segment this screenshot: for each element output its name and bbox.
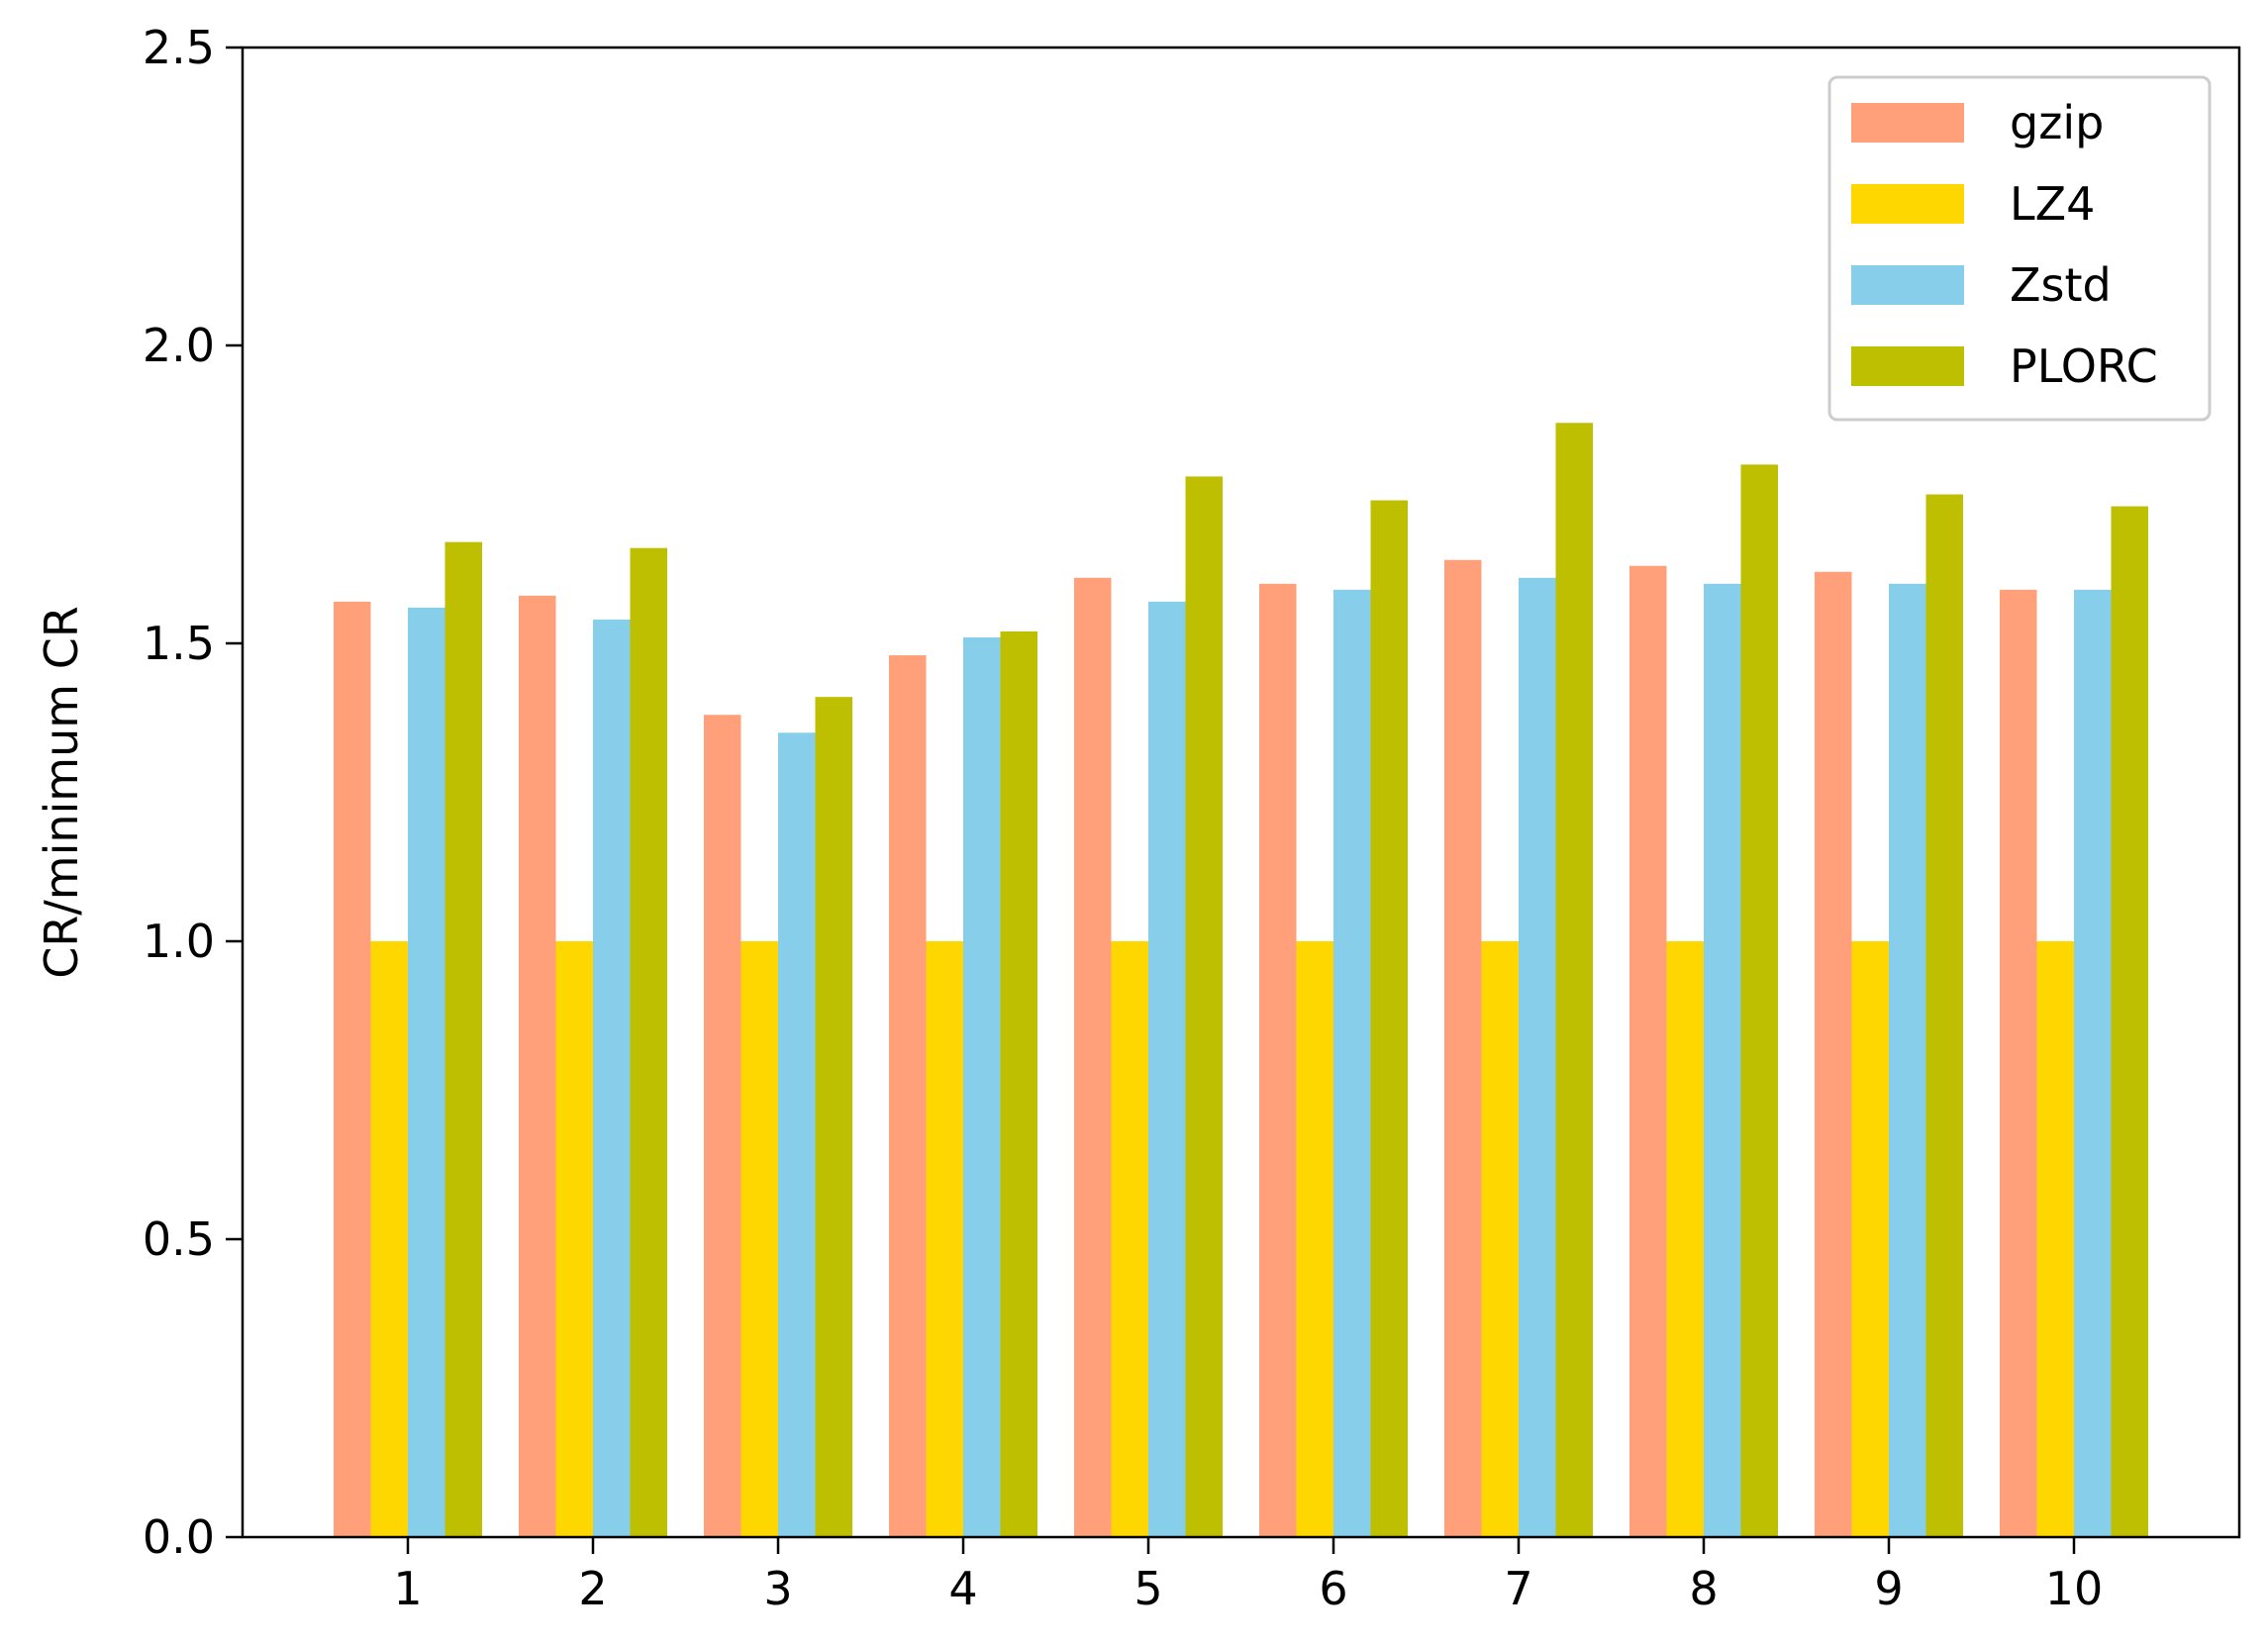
bar-plorc-4 xyxy=(1000,630,1037,1537)
bar-plorc-10 xyxy=(2111,506,2148,1537)
y-tick-label: 1.0 xyxy=(143,915,215,968)
bar-gzip-5 xyxy=(1074,577,1112,1537)
x-tick-label: 6 xyxy=(1319,1562,1347,1615)
bar-gzip-7 xyxy=(1444,559,1482,1537)
bar-gzip-6 xyxy=(1259,583,1297,1537)
y-axis: 0.0 0.5 1.0 1.5 2.0 2.5 xyxy=(143,21,243,1564)
bar-lz4-5 xyxy=(1111,941,1148,1537)
x-tick-label: 1 xyxy=(393,1562,422,1615)
legend-swatch-zstd xyxy=(1851,265,1964,305)
legend-frame xyxy=(1827,75,2212,422)
bar-plorc-3 xyxy=(815,697,852,1537)
legend-label-zstd: Zstd xyxy=(2010,258,2112,312)
x-tick-label: 4 xyxy=(948,1562,977,1615)
bar-lz4-3 xyxy=(740,941,778,1537)
bar-zstd-8 xyxy=(1704,583,1741,1537)
bar-lz4-4 xyxy=(926,941,963,1537)
bar-plorc-5 xyxy=(1185,476,1223,1538)
y-tick-label: 0.0 xyxy=(143,1510,215,1564)
bar-lz4-8 xyxy=(1666,941,1704,1537)
bar-lz4-2 xyxy=(555,941,593,1537)
bar-zstd-10 xyxy=(2074,589,2112,1537)
x-axis: 1 2 3 4 5 6 7 8 9 10 xyxy=(393,1537,2103,1615)
bar-plorc-9 xyxy=(1925,494,1963,1537)
legend: gzip LZ4 Zstd PLORC xyxy=(1827,75,2212,422)
bar-plorc-8 xyxy=(1740,464,1778,1537)
y-tick-label: 1.5 xyxy=(143,617,215,670)
bar-lz4-9 xyxy=(1851,941,1889,1537)
bar-gzip-8 xyxy=(1629,565,1667,1537)
legend-swatch-gzip xyxy=(1851,103,1964,143)
x-tick-label: 5 xyxy=(1134,1562,1162,1615)
legend-label-gzip: gzip xyxy=(2010,96,2104,149)
bars-layer xyxy=(334,423,2148,1538)
legend-swatch-plorc xyxy=(1851,346,1964,386)
x-tick-label: 9 xyxy=(1874,1562,1903,1615)
bar-lz4-10 xyxy=(2036,941,2074,1537)
bar-lz4-6 xyxy=(1296,941,1333,1537)
x-tick-label: 3 xyxy=(763,1562,792,1615)
legend-swatch-lz4 xyxy=(1851,184,1964,224)
y-tick-label: 2.5 xyxy=(143,21,215,74)
bar-gzip-2 xyxy=(519,595,556,1537)
bar-zstd-9 xyxy=(1889,583,1926,1537)
bar-zstd-2 xyxy=(593,619,631,1537)
x-tick-label: 7 xyxy=(1504,1562,1532,1615)
bar-gzip-9 xyxy=(1815,571,1852,1537)
bar-zstd-7 xyxy=(1519,577,1556,1537)
bar-gzip-1 xyxy=(334,601,371,1537)
x-tick-label: 10 xyxy=(2045,1562,2104,1615)
bar-gzip-4 xyxy=(889,655,927,1537)
x-tick-label: 8 xyxy=(1689,1562,1718,1615)
bar-plorc-7 xyxy=(1555,423,1593,1537)
y-tick-label: 0.5 xyxy=(143,1212,215,1266)
bar-gzip-3 xyxy=(704,715,741,1537)
y-axis-label: CR/minimum CR xyxy=(35,606,88,979)
bar-zstd-3 xyxy=(778,732,816,1537)
bar-zstd-6 xyxy=(1333,589,1371,1537)
bar-plorc-6 xyxy=(1370,500,1408,1537)
x-tick-label: 2 xyxy=(578,1562,607,1615)
bar-zstd-5 xyxy=(1148,601,1186,1537)
bar-lz4-1 xyxy=(370,941,408,1537)
bar-plorc-1 xyxy=(444,541,482,1537)
legend-label-lz4: LZ4 xyxy=(2010,177,2095,231)
legend-label-plorc: PLORC xyxy=(2010,339,2158,393)
bar-lz4-7 xyxy=(1481,941,1519,1537)
plot-frame xyxy=(241,46,2241,1539)
bar-gzip-10 xyxy=(2000,589,2037,1537)
bar-plorc-2 xyxy=(630,547,667,1537)
bar-zstd-1 xyxy=(408,607,445,1537)
y-tick-label: 2.0 xyxy=(143,319,215,372)
bar-zstd-4 xyxy=(963,636,1001,1537)
